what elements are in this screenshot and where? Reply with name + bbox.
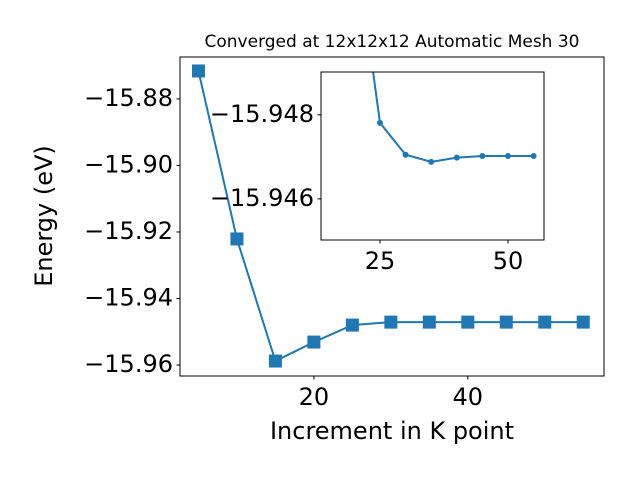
- data-marker: [422, 315, 436, 329]
- data-line: [372, 72, 534, 163]
- data-marker: [538, 315, 552, 329]
- data-marker: [376, 119, 383, 126]
- y-tick-label: −15.946: [210, 184, 314, 212]
- x-tick-label: 25: [365, 247, 396, 275]
- plot-content: [372, 72, 537, 165]
- axes-frame: [179, 56, 605, 377]
- data-marker: [479, 153, 486, 159]
- data-marker: [268, 354, 282, 368]
- data-marker: [505, 153, 512, 159]
- data-marker: [230, 232, 244, 246]
- x-tick-label: 40: [453, 383, 484, 411]
- x-tick-label: 20: [299, 383, 330, 411]
- data-marker: [191, 64, 205, 78]
- x-axis-label: Increment in K point: [270, 417, 514, 445]
- y-axis-label: Energy (eV): [30, 145, 58, 287]
- axes-frame: [320, 71, 545, 241]
- x-tick-label: 50: [493, 247, 524, 275]
- y-tick-label: −15.948: [210, 100, 314, 128]
- data-marker: [384, 315, 398, 329]
- y-tick-label: −15.90: [84, 150, 173, 178]
- y-tick-label: −15.88: [84, 84, 173, 112]
- data-marker: [530, 153, 537, 159]
- data-marker: [499, 315, 513, 329]
- data-marker: [307, 335, 321, 349]
- data-marker: [576, 315, 590, 329]
- data-marker: [453, 154, 460, 161]
- data-marker: [402, 151, 409, 158]
- y-tick-label: −15.94: [84, 283, 173, 311]
- data-marker: [461, 315, 475, 329]
- data-marker: [428, 158, 435, 165]
- chart-title: Converged at 12x12x12 Automatic Mesh 30: [205, 32, 580, 52]
- plot-content: [191, 64, 590, 368]
- y-tick-label: −15.96: [84, 350, 173, 378]
- data-marker: [345, 318, 359, 332]
- y-tick-label: −15.92: [84, 217, 173, 245]
